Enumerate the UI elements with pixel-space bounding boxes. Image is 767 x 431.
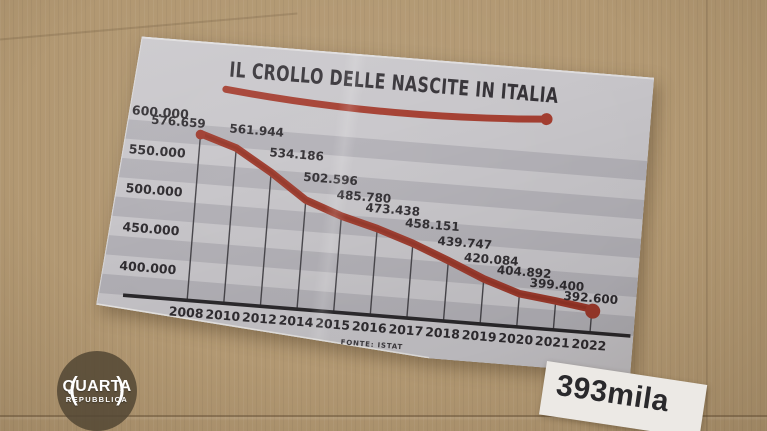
value-label: 439.747 [437,234,493,252]
title-underline [225,89,547,124]
stripe-bands [79,116,647,336]
title-underline-blob [540,113,553,126]
y-tick-label: 550.000 [128,141,186,161]
year-label: 2014 [278,312,314,330]
chart-paper: IL CROLLO DELLE NASCITE IN ITALIA 600.000… [76,33,654,375]
y-tick-label: 500.000 [125,180,183,200]
value-label: 420.084 [464,250,520,268]
paper-edge-bottom [94,305,431,359]
value-label: 392.600 [563,289,619,307]
year-label: 2017 [388,321,424,339]
program-logo: ( QUARTA REPUBBLICA ) [57,351,137,431]
value-label: 485.780 [336,188,392,206]
cardboard-crease-bottom [0,415,767,417]
births-decline-chart: IL CROLLO DELLE NASCITE IN ITALIA600.000… [76,33,654,375]
y-tick-label: 600.000 [131,102,189,122]
x-axis-line [123,295,630,336]
year-label: 2020 [498,330,534,348]
drop-lines [187,136,603,332]
value-label: 399.400 [529,276,585,294]
program-logo-text: ( QUARTA REPUBBLICA ) [62,373,132,406]
year-label: 2015 [315,315,351,333]
logo-title: QUARTA [62,377,132,395]
line-end-blob [585,303,601,319]
y-tick-label: 450.000 [122,219,180,239]
value-label: 561.944 [229,121,285,139]
data-line [183,129,612,319]
headline-badge: 393mila [539,361,708,431]
cardboard-seam [706,0,708,431]
value-label: 458.151 [405,216,461,234]
year-label: 2012 [241,309,277,327]
year-labels: 2008 2010 2012 2014 2015 2016 2017 2018 2019 2020… [168,303,607,353]
value-labels: 576.659 561.944 534.186 502.596485.780473.4… [139,113,630,308]
year-label: 2019 [461,327,497,345]
logo-left-paren: ( [67,370,81,410]
logo-right-paren: ) [113,370,127,410]
year-label: 2008 [168,303,204,321]
y-tick-label: 400.000 [119,258,177,278]
value-label: 502.596 [303,170,359,188]
year-label: 2018 [425,324,461,342]
line-start-blob [195,129,205,139]
year-label: 2021 [534,333,570,351]
year-label: 2010 [205,306,241,324]
value-label: 473.438 [365,201,421,219]
value-label: 404.892 [496,263,552,281]
y-axis-labels: 600.000 550.000 500.000 450.000 400.000 [119,102,190,277]
paper-edge-top [142,37,654,78]
year-label: 2022 [571,336,607,354]
logo-subtitle: REPUBBLICA [65,394,129,404]
year-label: 2016 [351,318,387,336]
value-label: 534.186 [269,145,325,163]
value-label: 576.659 [151,113,207,131]
